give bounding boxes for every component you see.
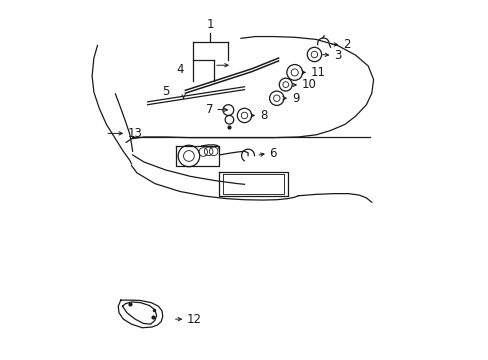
Text: 13: 13 bbox=[128, 127, 142, 140]
Text: 7: 7 bbox=[205, 103, 213, 116]
Text: 12: 12 bbox=[187, 312, 202, 326]
Text: 1: 1 bbox=[206, 18, 214, 31]
Text: 5: 5 bbox=[162, 85, 169, 98]
Text: 10: 10 bbox=[301, 78, 316, 91]
Text: 11: 11 bbox=[310, 66, 325, 79]
Text: 3: 3 bbox=[333, 49, 341, 62]
Text: 8: 8 bbox=[260, 109, 267, 122]
Text: 6: 6 bbox=[269, 147, 277, 159]
Text: 2: 2 bbox=[343, 38, 350, 51]
Text: 4: 4 bbox=[176, 63, 183, 76]
Text: 9: 9 bbox=[291, 92, 299, 105]
